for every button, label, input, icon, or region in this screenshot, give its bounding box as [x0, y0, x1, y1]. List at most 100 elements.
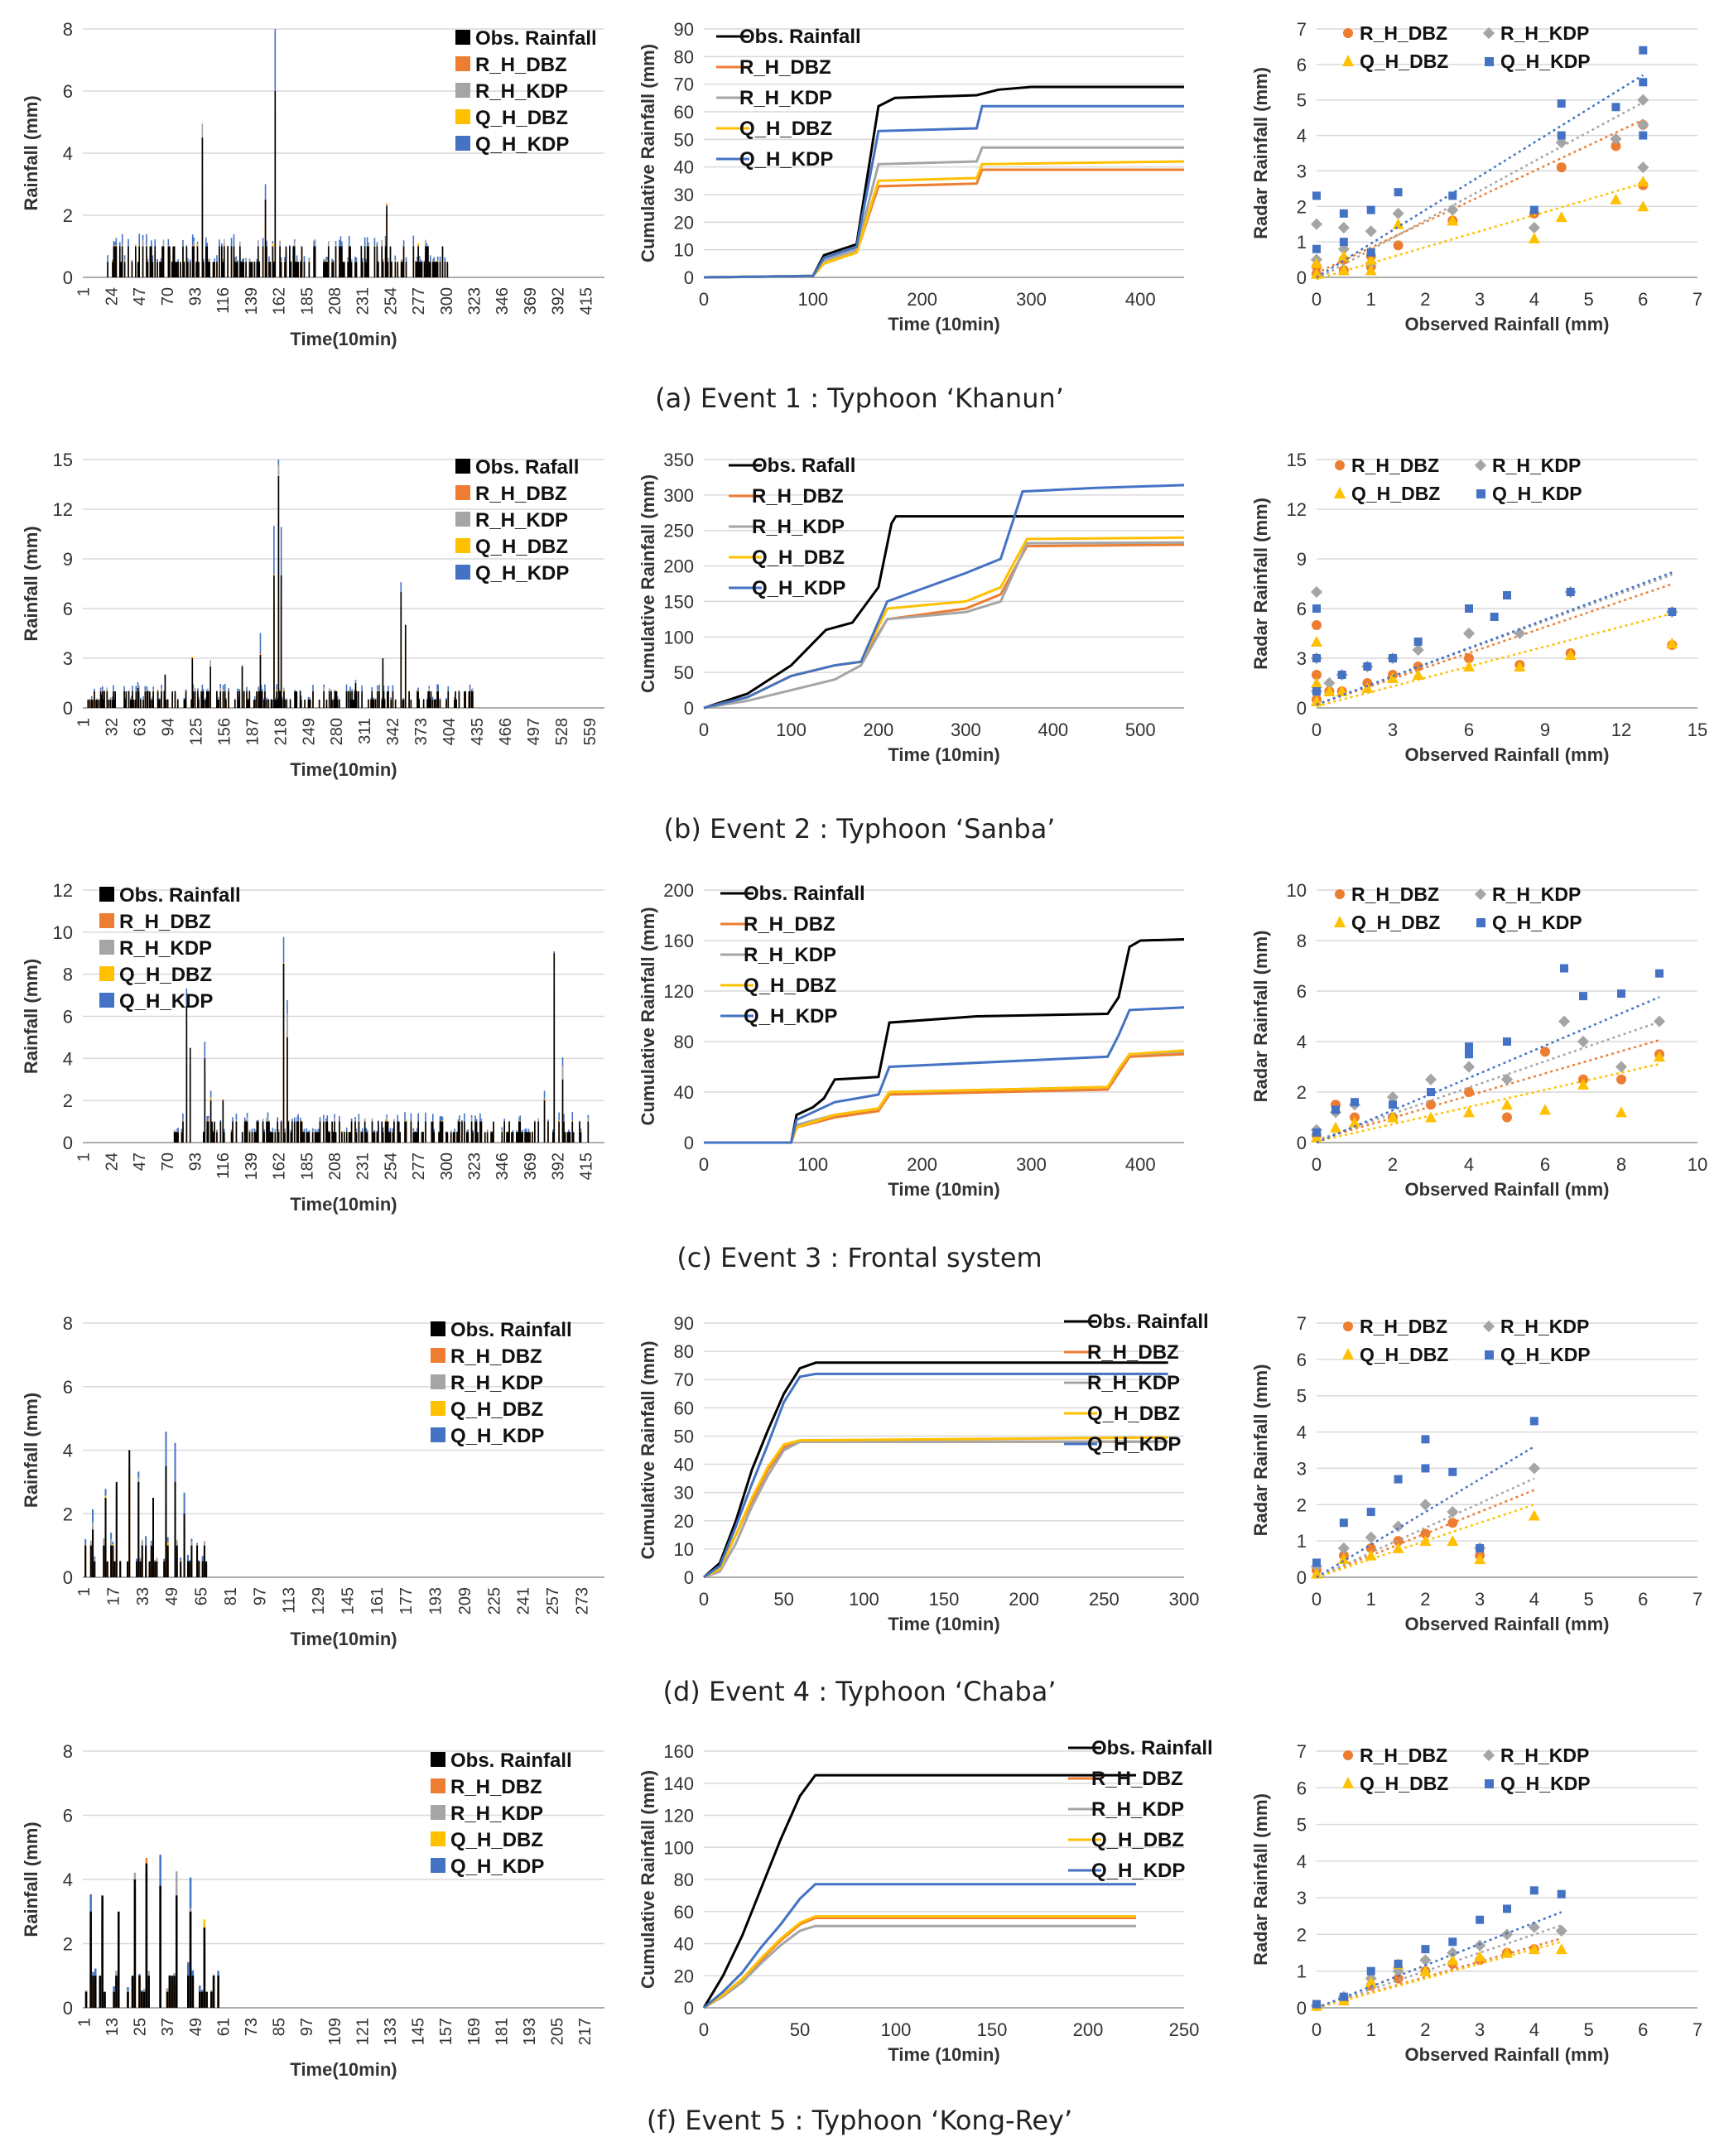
bar-mark — [294, 691, 296, 708]
bar-mark — [335, 246, 337, 277]
legend-swatch — [455, 83, 470, 98]
bar-mark — [124, 700, 126, 708]
trend-line — [1316, 74, 1644, 279]
scatter-y-axis-label: Radar Rainfall (mm) — [1250, 498, 1271, 670]
bar-mark — [182, 1121, 184, 1143]
bar-mark — [358, 1121, 360, 1143]
line-xtick-label: 150 — [929, 1589, 960, 1610]
scatter-ytick-label: 0 — [1297, 267, 1307, 288]
bar-mark — [397, 262, 399, 277]
scatter-point — [1564, 649, 1577, 660]
bar-mark — [187, 1976, 190, 2008]
scatter-point — [1556, 162, 1567, 173]
bar-mark — [452, 1132, 455, 1143]
legend-label: R_H_DBZ — [1360, 1316, 1447, 1337]
bar-mark — [258, 691, 261, 708]
legend-label: R_H_DBZ — [450, 1776, 542, 1798]
bar-xtick-label: 392 — [550, 1153, 568, 1180]
scatter-xtick-label: 2 — [1420, 2019, 1430, 2040]
bar-mark — [439, 700, 441, 708]
scatter-xtick-label: 3 — [1388, 719, 1398, 740]
bar-mark — [446, 1132, 449, 1143]
bar-mark — [100, 695, 103, 708]
legend-label: R_H_KDP — [1091, 1798, 1184, 1821]
bar-xtick-label: 273 — [573, 1587, 591, 1615]
bar-mark — [286, 1037, 288, 1143]
line-ytick-label: 0 — [684, 1133, 694, 1153]
line-ytick-label: 10 — [674, 1539, 694, 1560]
legend-label: Q_H_DBZ — [1091, 1829, 1184, 1851]
legend-label: Obs. Rainfall — [739, 26, 861, 48]
bar-xtick-label: 218 — [272, 718, 290, 745]
bar-mark — [470, 691, 473, 708]
bar-mark — [214, 262, 215, 277]
bar-xtick-label: 63 — [131, 718, 149, 736]
bar-ytick-label: 0 — [63, 1998, 73, 2019]
bar-mark — [248, 691, 251, 708]
bar-mark — [417, 246, 419, 277]
bar-mark — [376, 246, 378, 277]
scatter-xtick-label: 10 — [1688, 1154, 1707, 1175]
legend-swatch — [1482, 1320, 1495, 1333]
scatter-x-axis-label: Observed Rainfall (mm) — [1405, 744, 1610, 765]
bar-mark — [344, 1132, 345, 1143]
legend-swatch — [431, 1858, 445, 1873]
bar-mark — [282, 963, 285, 1143]
legend-swatch — [1485, 1350, 1494, 1360]
bar-mark — [227, 246, 229, 277]
bar-mark — [334, 1121, 335, 1143]
bar-mark — [209, 1100, 212, 1143]
scatter-point — [1637, 200, 1649, 212]
bar-mark — [296, 691, 298, 708]
bar-mark — [308, 1132, 311, 1143]
bar-xtick-label: 392 — [550, 287, 568, 315]
legend-label: Q_H_DBZ — [450, 1398, 543, 1421]
bar-ytick-label: 10 — [53, 922, 73, 943]
scatter-point — [1465, 1050, 1473, 1059]
bar-xtick-label: 1 — [75, 718, 94, 727]
bar-mark — [240, 262, 243, 277]
chart-event2-scatter: 0 3 6 9 12 15 Observed Rainfall (mm) Radar Rain… — [1250, 450, 1707, 765]
scatter-point — [1394, 1475, 1403, 1484]
bar-mark — [534, 1121, 536, 1143]
bar-ytick-label: 12 — [53, 499, 73, 520]
bar-mark — [189, 1047, 191, 1143]
bar-mark — [176, 700, 179, 708]
bar-mark — [373, 246, 376, 277]
bar-mark — [270, 700, 272, 708]
bar-mark — [248, 262, 251, 277]
legend-label: Q_H_DBZ — [1360, 51, 1448, 72]
bar-mark — [238, 691, 241, 708]
bar-mark — [234, 262, 236, 277]
bar-mark — [212, 262, 214, 277]
bar-mark — [131, 262, 133, 277]
legend-swatch — [1342, 1777, 1354, 1788]
scatter-point — [1653, 1015, 1666, 1027]
bar-mark — [311, 1132, 314, 1143]
bar-mark — [327, 246, 330, 277]
bar-mark — [308, 700, 311, 708]
bar-mark — [216, 1132, 218, 1143]
chart-event1-line: 0 10 20 30 40 50 60 70 80 90 Time (10min) Cumulativ… — [638, 19, 1185, 334]
bar-mark — [318, 1132, 320, 1143]
legend-label: Obs. Rafall — [752, 455, 855, 477]
bar-mark — [196, 1545, 199, 1577]
bar-mark — [142, 1991, 146, 2008]
bar-mark — [361, 1132, 364, 1143]
legend-swatch — [1334, 916, 1346, 927]
bar-mark — [387, 262, 389, 277]
line-ytick-label: 160 — [663, 931, 694, 951]
bar-mark — [264, 200, 267, 277]
bar-mark — [219, 1121, 222, 1143]
bar-mark — [491, 1132, 494, 1143]
series-line — [703, 1915, 1136, 2009]
bar-mark — [262, 1121, 264, 1143]
bar-mark — [185, 691, 187, 708]
bar-mark — [216, 262, 218, 277]
line-xtick-label: 150 — [977, 2019, 1008, 2040]
legend-label: R_H_KDP — [119, 937, 212, 960]
bar-mark — [206, 246, 209, 277]
scatter-point — [1312, 244, 1321, 253]
bar-mark — [416, 1132, 418, 1143]
bar-mark — [501, 1132, 503, 1143]
